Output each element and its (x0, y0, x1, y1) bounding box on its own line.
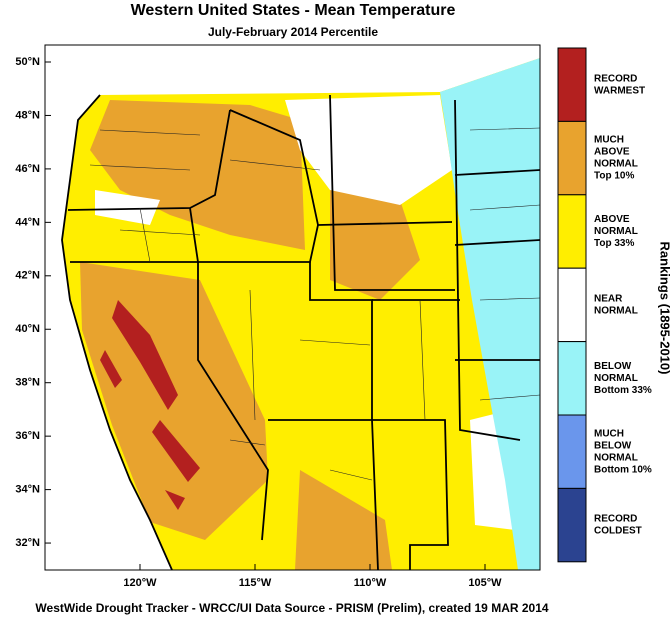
legend-label: MUCH (594, 135, 624, 146)
legend-label: RECORD (594, 73, 637, 84)
lat-label: 34°N (15, 484, 40, 496)
legend-label: WARMEST (594, 85, 645, 96)
map-region (295, 470, 392, 570)
legend-label: NORMAL (594, 159, 638, 170)
map: 50°N 48°N 46°N 44°N 42°N 40°N 38°N 36°N 34°N 32°N… (15, 44, 541, 589)
legend-title: Rankings (1895-2010) (658, 242, 672, 375)
lat-label: 50°N (15, 56, 40, 68)
subtitle: July-February 2014 Percentile (208, 25, 378, 39)
map-region (100, 350, 122, 388)
lon-label: 120°W (123, 577, 157, 589)
legend-label: ABOVE (594, 147, 630, 158)
footer: WestWide Drought Tracker - WRCC/UI Data … (35, 601, 548, 615)
title: Western United States - Mean Temperature (131, 2, 456, 19)
lat-label: 40°N (15, 323, 40, 335)
lat-label: 46°N (15, 163, 40, 175)
legend-label: Bottom 10% (594, 464, 652, 475)
legend-label: NEAR (594, 294, 623, 305)
legend-label: Top 10% (594, 171, 634, 182)
legend-swatch (557, 47, 587, 122)
legend-label: NORMAL (594, 373, 638, 384)
lat-label: 32°N (15, 537, 40, 549)
lon-label: 110°W (354, 577, 387, 589)
map-region (95, 190, 160, 225)
legend-label: NORMAL (594, 226, 638, 237)
legend-swatch (557, 487, 587, 563)
legend-label: Top 33% (594, 238, 634, 249)
lon-label: 115°W (239, 577, 272, 589)
legend-label: NORMAL (594, 452, 638, 463)
lat-label: 44°N (15, 216, 40, 228)
legend-swatch (557, 120, 587, 196)
map-region (165, 490, 185, 510)
legend-swatch (557, 341, 587, 416)
map-region (90, 100, 305, 250)
map-region (112, 300, 178, 410)
legend-label: BELOW (594, 440, 632, 451)
legend: Rankings (1895-2010) RECORDWARMESTMUCHAB… (557, 47, 672, 563)
lat-label: 42°N (15, 270, 40, 282)
legend-label: NORMAL (594, 306, 638, 317)
map-region (152, 420, 200, 482)
lat-label: 36°N (15, 430, 40, 442)
legend-label: Bottom 33% (594, 385, 652, 396)
legend-swatch (557, 267, 587, 343)
legend-label: RECORD (594, 514, 637, 525)
legend-label: COLDEST (594, 526, 642, 537)
map-region (440, 58, 540, 570)
lat-label: 48°N (15, 109, 40, 121)
lon-label: 105°W (468, 577, 502, 589)
map-region (285, 95, 452, 205)
lat-label: 38°N (15, 377, 40, 389)
legend-label: ABOVE (594, 214, 630, 225)
legend-label: MUCH (594, 428, 624, 439)
legend-swatch (557, 414, 587, 489)
map-region (330, 190, 420, 300)
legend-label: BELOW (594, 361, 632, 372)
legend-swatch (557, 194, 587, 269)
